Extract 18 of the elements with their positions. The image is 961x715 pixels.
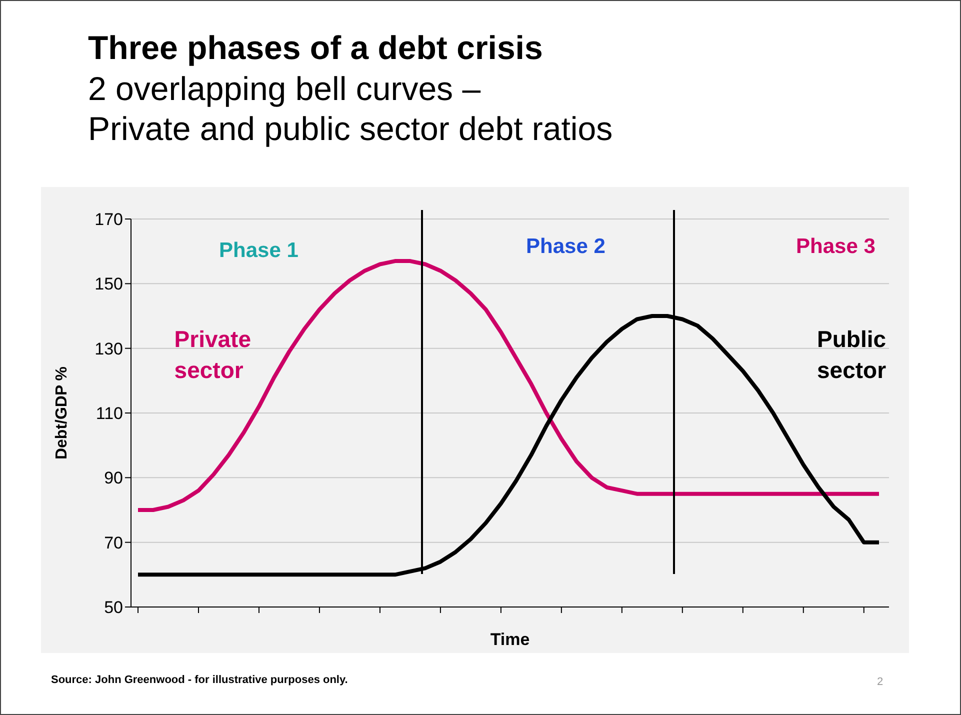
source-note: Source: John Greenwood - for illustrative purposes only.	[51, 674, 348, 686]
y-tick-label: 70	[104, 533, 123, 552]
text: 2	[877, 676, 884, 688]
chart-title: Three phases of a debt crisis	[88, 29, 543, 67]
annotation: Phase 2	[526, 235, 606, 259]
y-axis-title: Debt/GDP %	[54, 366, 71, 460]
y-tick-label: 130	[94, 339, 123, 358]
y-tick-label: 90	[104, 468, 123, 488]
y-tick-label: 110	[96, 404, 123, 424]
y-tick-label: 50	[104, 598, 123, 618]
annotation: Phase 1	[219, 239, 298, 263]
y-tick-label: 150	[94, 274, 123, 294]
x-axis-title: Time	[490, 630, 530, 649]
series-label: Private sector	[174, 325, 252, 386]
text: Public sector	[816, 325, 886, 386]
chart-subtitle: 2 overlapping bell curves – Private and public sector debt ratios	[88, 69, 613, 149]
y-tick-label: 170	[94, 210, 123, 230]
annotation: Phase 3	[796, 235, 876, 259]
